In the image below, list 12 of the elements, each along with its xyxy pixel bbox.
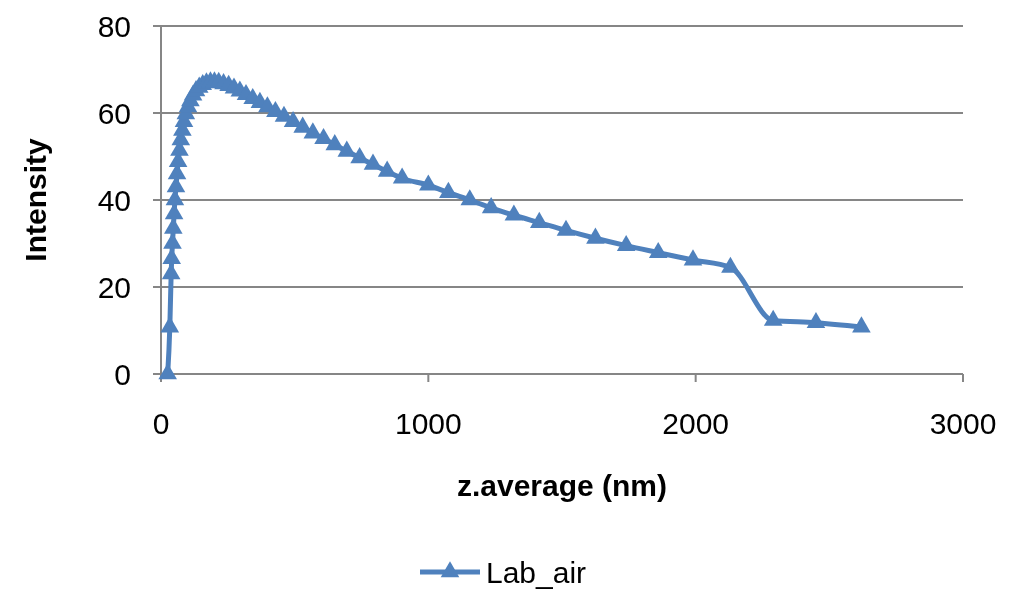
y-tick-label: 40	[97, 183, 131, 217]
legend-label: Lab_air	[486, 555, 587, 589]
x-tick-label: 0	[152, 407, 170, 440]
y-tick-label: 20	[97, 270, 131, 304]
y-tick-label: 60	[97, 96, 131, 130]
x-tick-label: 2000	[662, 407, 730, 440]
x-tick-label: 1000	[394, 407, 462, 440]
x-axis-title: z.average (nm)	[456, 469, 668, 502]
x-tick-label: 3000	[929, 407, 997, 440]
y-tick-label: 0	[114, 357, 131, 391]
y-axis-title: Intensity	[19, 138, 52, 262]
y-tick-label: 80	[97, 9, 131, 43]
